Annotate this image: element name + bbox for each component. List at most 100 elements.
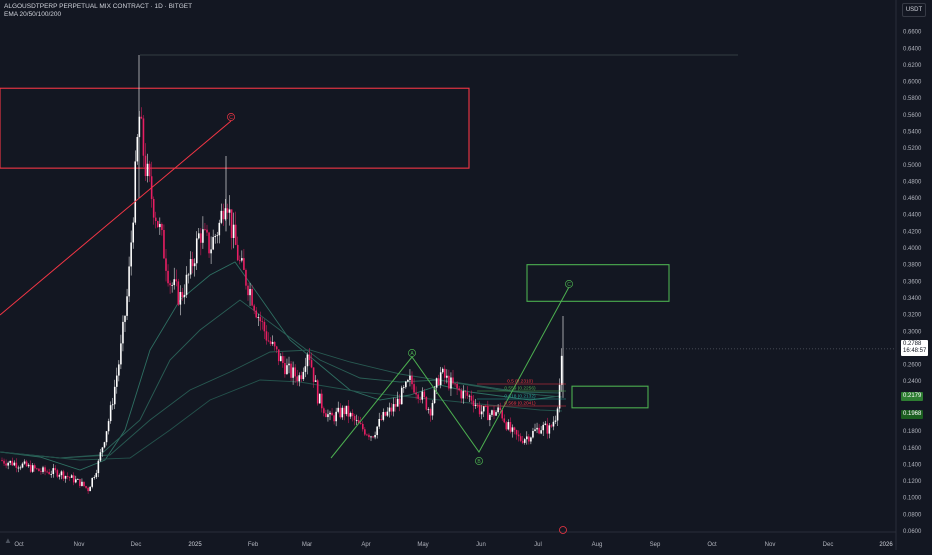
candle-body [128,266,130,297]
candle-body [437,378,440,385]
candle-body [505,422,508,430]
candle-body [392,404,395,412]
candle-body [288,363,290,366]
candle-body [509,422,512,432]
y-tick-label: 0.3800 [903,263,922,269]
candle-body [68,476,71,478]
ema-line-200 [0,379,563,461]
countdown-value: 16:48:57 [903,348,927,354]
indicator-label[interactable]: EMA 20/50/100/200 [4,11,62,18]
candle-body [458,388,460,391]
candle-body [25,461,28,467]
candle-body [103,442,106,448]
candle-body [441,368,444,373]
x-tick-label: Oct [707,542,717,548]
x-tick-label: Nov [74,542,85,548]
candle-body [335,411,337,422]
candle-body [528,436,530,442]
candle-body [97,460,100,474]
candle-body [417,394,419,399]
currency-button[interactable]: USDT [902,3,926,17]
candle-body [511,427,514,432]
candle-body [216,235,219,237]
candle-body [380,419,383,420]
candle-body [212,237,214,250]
candle-body [284,363,286,375]
candle-body [93,477,96,478]
chart-header: ALGOUSDTPERP PERPETUAL MIX CONTRACT · 1D… [4,3,192,19]
last-price-value: 0.2788 [903,341,922,347]
candle-body [89,486,91,492]
candle-body [407,379,409,382]
candle-body [446,375,448,378]
candle-body [146,163,149,177]
candle-body [482,406,485,412]
candle-body [355,420,358,421]
y-tick-label: 0.5600 [903,113,922,119]
candle-body [282,356,284,364]
y-tick-label: 0.6400 [903,46,922,52]
y-tick-label: 0.0600 [903,529,922,535]
ema-price-tag-a: 0.2179 [901,392,924,401]
candle-body [220,210,223,223]
candle-body [193,263,196,267]
candle-body [247,285,249,296]
candle-body [308,354,311,361]
candle-body [331,412,333,416]
candle-body [521,440,524,443]
candle-body [353,416,356,421]
candle-body [228,209,231,213]
candle-body [66,476,69,477]
candle-body [13,462,16,466]
candle-body [34,465,36,469]
candle-body [159,223,161,228]
candle-body [243,258,245,270]
candle-body [298,375,301,382]
y-tick-label: 0.1000 [903,496,922,502]
candle-body [46,471,48,473]
candle-body [85,486,87,488]
candle-body [403,387,405,388]
y-tick-label: 0.3000 [903,329,922,335]
candle-body [552,421,555,427]
candle-body [185,274,188,295]
candle-body [497,407,499,413]
candle-body [400,387,403,405]
candle-body [329,412,331,415]
x-tick-label: Dec [823,542,834,548]
candle-body [325,413,327,418]
candle-body [493,410,495,416]
candle-body [179,292,182,305]
candle-body [21,463,24,468]
x-tick-label: Dec [131,542,142,548]
candle-body [398,398,401,405]
candle-body [113,386,116,405]
y-tick-label: 0.2400 [903,379,922,385]
candle-body [378,419,380,427]
candle-body [136,136,139,162]
candle-body [255,310,257,318]
candle-body [548,425,551,434]
candle-body [349,412,352,417]
candle-body [554,420,557,422]
candle-body [36,468,38,470]
candle-body [464,391,467,393]
symbol-title[interactable]: ALGOUSDTPERP PERPETUAL MIX CONTRACT · 1D… [4,3,193,10]
candle-body [44,467,46,472]
candle-body [292,367,294,378]
tradingview-logo-icon[interactable]: ▲ [4,536,12,545]
candle-body [50,474,52,475]
candle-body [214,236,216,238]
candle-body [249,289,251,296]
candle-body [257,317,260,318]
candle-body [515,430,518,435]
candle-body [495,412,497,416]
candle-body [489,414,491,421]
candle-body [101,447,104,453]
candle-body [411,375,413,385]
x-tick-label: Mar [302,542,312,548]
candle-body [294,367,296,377]
y-tick-label: 0.3600 [903,279,922,285]
